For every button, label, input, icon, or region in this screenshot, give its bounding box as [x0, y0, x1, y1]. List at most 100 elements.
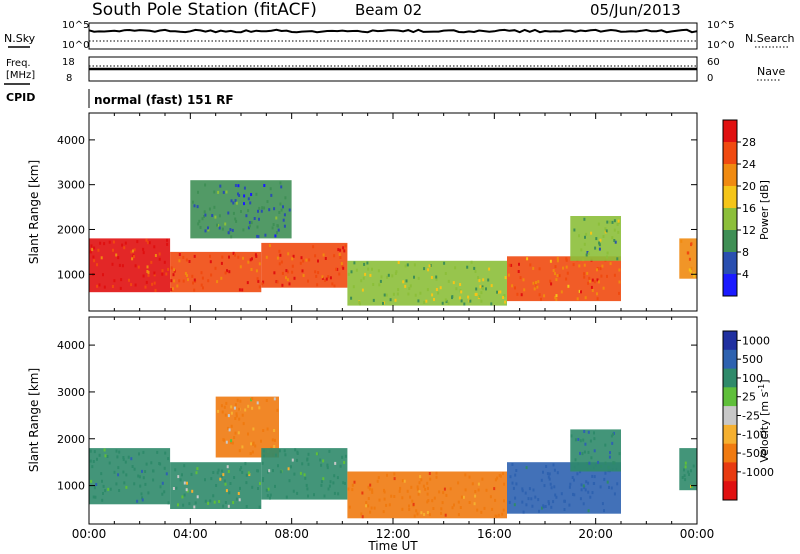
x-tick-label-2: 08:00 — [274, 527, 309, 541]
nsearch-label: N.Search — [745, 32, 795, 45]
velocity-colorbar-tick-5: -100 — [742, 428, 767, 441]
velocity-y-tick-label-1: 2000 — [57, 433, 85, 446]
velocity-panel: 1000 2000 3000 4000 — [57, 316, 698, 525]
power-colorbar-swatch-3 — [723, 186, 737, 209]
power-region-0 — [89, 238, 171, 293]
power-colorbar-swatch-0 — [723, 120, 737, 143]
velocity-colorbar-tick-0: 1000 — [742, 334, 770, 347]
power-colorbar: 28 24 20 16 12 8 4 — [722, 119, 756, 297]
power-region-1-texture — [170, 251, 261, 292]
noise-tick-left-top: 10^5 — [62, 20, 89, 31]
power-colorbar-tick-3: 16 — [742, 202, 756, 215]
velocity-region-7 — [679, 448, 697, 491]
plot-title: South Pole Station (fitACF) — [92, 0, 317, 20]
power-colorbar-swatch-4 — [723, 208, 737, 231]
power-colorbar-tick-4: 12 — [742, 224, 756, 237]
power-y-tick-label-2: 3000 — [57, 179, 85, 192]
power-colorbar-swatch-2 — [723, 164, 737, 187]
velocity-region-2-texture — [217, 397, 279, 457]
velocity-colorbar-swatch-1 — [723, 349, 737, 370]
power-heatmap — [89, 180, 697, 306]
x-tick-label-0: 00:00 — [72, 527, 107, 541]
power-region-0-texture — [89, 238, 170, 292]
velocity-region-3-texture — [261, 448, 347, 500]
velocity-colorbar-swatch-2 — [723, 368, 737, 388]
date-label: 05/Jun/2013 — [590, 1, 681, 19]
velocity-heatmap — [89, 396, 697, 519]
freq-tick-top: 18 — [62, 57, 75, 68]
beam-label: Beam 02 — [355, 1, 422, 19]
velocity-y-tick-label-0: 1000 — [57, 480, 85, 493]
noise-tick-right-top: 10^5 — [707, 20, 734, 31]
power-colorbar-tick-6: 4 — [742, 268, 749, 281]
power-y-tick-label-3: 4000 — [57, 134, 85, 147]
power-colorbar-label: Power [dB] — [758, 180, 771, 240]
velocity-region-6-texture — [570, 430, 621, 471]
power-colorbar-tick-0: 28 — [742, 136, 756, 149]
power-region-7 — [679, 238, 697, 279]
power-colorbar-swatch-5 — [723, 230, 737, 253]
power-colorbar-tick-5: 8 — [742, 246, 749, 259]
power-region-3-texture — [192, 181, 291, 239]
x-axis-label: Time UT — [367, 539, 418, 553]
power-y-axis-label: Slant Range [km] — [27, 160, 41, 264]
velocity-colorbar-swatch-6 — [723, 443, 737, 463]
velocity-colorbar-label: Velocity [m s-1] — [757, 379, 771, 462]
x-tick-label-1: 04:00 — [173, 527, 208, 541]
noise-tick-right-bottom: 10^0 — [707, 40, 734, 51]
nave-label: Nave — [757, 65, 785, 78]
x-tick-label-3: 12:00 — [376, 527, 411, 541]
velocity-colorbar-tick-1: 500 — [742, 353, 763, 366]
nsky-label: N.Sky — [4, 32, 36, 45]
velocity-colorbar-swatch-5 — [723, 424, 737, 445]
velocity-colorbar-swatch-0 — [723, 331, 737, 351]
power-colorbar-tick-2: 20 — [742, 180, 756, 193]
power-x-ticks — [88, 113, 698, 311]
freq-label-line-2: [MHz] — [6, 70, 35, 81]
freq-label-line-1: Freq. — [6, 58, 31, 69]
nave-tick-top: 60 — [707, 57, 720, 68]
power-colorbar-tick-1: 24 — [742, 158, 756, 171]
velocity-colorbar-tick-7: -1000 — [742, 466, 774, 479]
power-y-tick-label-0: 1000 — [57, 268, 85, 281]
velocity-colorbar-tick-6: -500 — [742, 447, 767, 460]
noise-panel: 10^5 10^0 10^5 10^0 N.Sky N.Search — [4, 20, 795, 51]
power-y-ticks: 1000 2000 3000 4000 — [57, 134, 697, 281]
freq-nave-panel: 18 8 60 0 Freq. [MHz] Nave — [4, 56, 785, 85]
freq-tick-bottom: 8 — [66, 73, 72, 84]
velocity-colorbar-swatch-8 — [723, 481, 737, 501]
x-tick-label-4: 16:00 — [477, 527, 512, 541]
power-colorbar-swatch-6 — [723, 252, 737, 275]
nsky-series-line — [88, 28, 698, 34]
x-tick-label-5: 20:00 — [578, 527, 613, 541]
power-region-4 — [347, 260, 507, 306]
velocity-y-tick-label-3: 4000 — [57, 339, 85, 352]
x-tick-labels: 00:00 04:00 08:00 12:00 16:00 20:00 00:00 — [72, 527, 715, 541]
velocity-region-1-texture — [172, 462, 261, 509]
velocity-region-4-texture — [347, 471, 506, 519]
velocity-y-ticks: 1000 2000 3000 4000 — [57, 339, 697, 493]
power-colorbar-swatch-1 — [723, 142, 737, 165]
velocity-colorbar-tick-4: -25 — [742, 410, 760, 423]
power-region-2 — [261, 242, 348, 288]
velocity-region-0-texture — [89, 448, 170, 505]
cpid-value: normal (fast) 151 RF — [94, 93, 234, 107]
power-region-6-texture — [573, 217, 620, 261]
velocity-y-axis-label: Slant Range [km] — [27, 368, 41, 472]
power-region-4-texture — [347, 260, 507, 306]
velocity-colorbar: 1000 500 100 25 -25 -100 -500 -1000 — [722, 330, 774, 501]
power-panel: 1000 2000 3000 4000 — [57, 112, 698, 312]
velocity-colorbar-swatch-7 — [723, 462, 737, 482]
nave-tick-bottom: 0 — [707, 73, 713, 84]
velocity-colorbar-swatch-3 — [723, 387, 737, 407]
noise-tick-left-bottom: 10^0 — [62, 40, 89, 51]
velocity-colorbar-swatch-4 — [723, 406, 737, 426]
power-y-tick-label-1: 2000 — [57, 223, 85, 236]
cpid-label: CPID — [6, 91, 35, 104]
velocity-x-ticks — [88, 317, 698, 524]
power-colorbar-swatch-7 — [723, 274, 737, 297]
x-tick-label-6: 00:00 — [680, 527, 715, 541]
velocity-colorbar-tick-3: 25 — [742, 391, 756, 404]
power-region-5 — [507, 256, 621, 302]
